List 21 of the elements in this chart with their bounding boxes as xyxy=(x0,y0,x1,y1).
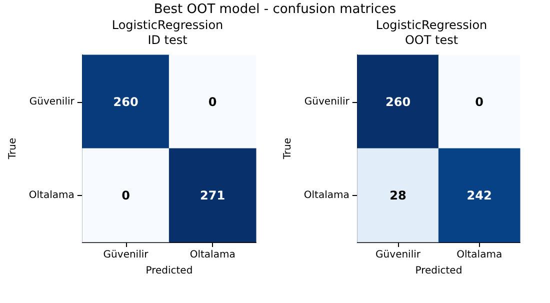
x-axis-title: Predicted xyxy=(146,266,193,276)
data-label: 0 xyxy=(122,188,130,202)
data-label: 260 xyxy=(113,94,138,109)
data-label: 242 xyxy=(466,188,492,202)
chart-title: LogisticRegression xyxy=(112,18,224,32)
data-label: 0 xyxy=(208,94,217,109)
x-tick-label: Güvenilir xyxy=(376,250,422,260)
chart-title: LogisticRegression xyxy=(376,18,488,32)
x-tick-label: Oltalama xyxy=(190,250,236,260)
chart-subtitle: OOT test xyxy=(404,33,458,47)
data-label: 28 xyxy=(390,188,406,202)
data-label: 260 xyxy=(386,94,411,109)
data-label: 0 xyxy=(475,94,484,109)
x-tick-label: Oltalama xyxy=(456,250,502,260)
y-axis-title: True xyxy=(8,138,18,160)
data-label: 271 xyxy=(200,188,226,202)
y-axis-title: True xyxy=(282,138,294,160)
x-tick-label: Güvenilir xyxy=(103,250,150,260)
chart-subtitle: ID test xyxy=(148,33,188,47)
x-axis-title: Predicted xyxy=(415,266,462,276)
text: Best OOT model - confusion matrices xyxy=(152,2,398,17)
